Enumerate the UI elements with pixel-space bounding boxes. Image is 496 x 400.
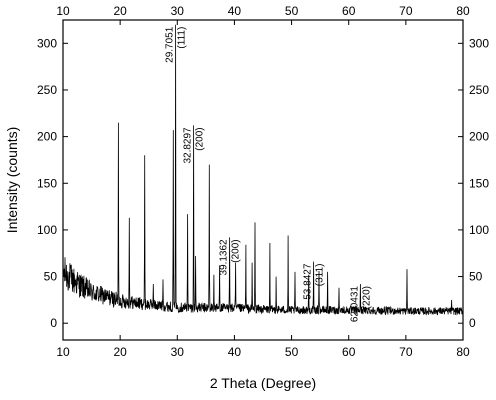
x-tick-label-top: 70 [399, 4, 413, 18]
peak-hkl-label: (200) [195, 127, 206, 150]
peak-value-label: 39.1362 [219, 239, 230, 276]
peak-value-label: 53.8427 [303, 263, 314, 300]
x-tick-label-bottom: 70 [399, 345, 413, 359]
x-tick-label-top: 10 [56, 4, 70, 18]
x-tick-label-bottom: 20 [113, 345, 127, 359]
x-axis-title: 2 Theta (Degree) [210, 375, 316, 391]
y-tick-label-left: 100 [37, 223, 57, 237]
y-tick-label-right: 0 [469, 316, 476, 330]
x-tick-label-bottom: 40 [228, 345, 242, 359]
y-tick-label-left: 250 [37, 83, 57, 97]
y-tick-label-right: 200 [469, 130, 489, 144]
peak-hkl-label: (311) [315, 264, 326, 287]
peak-hkl-label: (111) [177, 27, 188, 49]
diffraction-pattern-line [62, 24, 464, 316]
y-tick-label-left: 300 [37, 36, 57, 50]
y-tick-label-right: 50 [469, 270, 483, 284]
x-tick-label-top: 50 [285, 4, 299, 18]
x-tick-label-bottom: 80 [456, 345, 470, 359]
x-tick-label-top: 80 [456, 4, 470, 18]
plot-frame [62, 19, 464, 341]
peak-value-label: 29.7051 [165, 26, 176, 63]
peak-value-label: 32.8297 [183, 127, 194, 164]
x-tick-label-top: 60 [342, 4, 356, 18]
peak-hkl-label: (200) [231, 239, 242, 262]
x-tick-label-bottom: 60 [342, 345, 356, 359]
y-tick-label-right: 250 [469, 83, 489, 97]
peak-annotations: 29.7051 (111)32.8297 (200)39.1362 (200)53.8… [165, 26, 373, 322]
x-tick-label-top: 40 [228, 4, 242, 18]
y-tick-label-right: 300 [469, 36, 489, 50]
x-tick-label-bottom: 10 [56, 345, 70, 359]
x-tick-label-top: 30 [171, 4, 185, 18]
y-tick-label-right: 150 [469, 176, 489, 190]
x-tick-label-bottom: 30 [171, 345, 185, 359]
y-axis-ticks: 0 0 50 50 100 100 150 150 200 200 250 250 300 300 [37, 36, 489, 330]
y-tick-label-left: 150 [37, 176, 57, 190]
y-axis-title: Intensity (counts) [4, 127, 20, 234]
peak-hkl-label: (220) [361, 286, 372, 309]
x-axis-ticks: 10 10 20 20 30 30 40 40 50 50 60 60 70 70 80 80 [56, 4, 470, 359]
y-tick-label-left: 200 [37, 130, 57, 144]
y-tick-label-right: 100 [469, 223, 489, 237]
y-tick-label-left: 50 [44, 270, 58, 284]
x-tick-label-top: 20 [113, 4, 127, 18]
peak-value-label: 62.0431 [349, 286, 360, 323]
x-tick-label-bottom: 50 [285, 345, 299, 359]
y-tick-label-left: 0 [50, 316, 57, 330]
